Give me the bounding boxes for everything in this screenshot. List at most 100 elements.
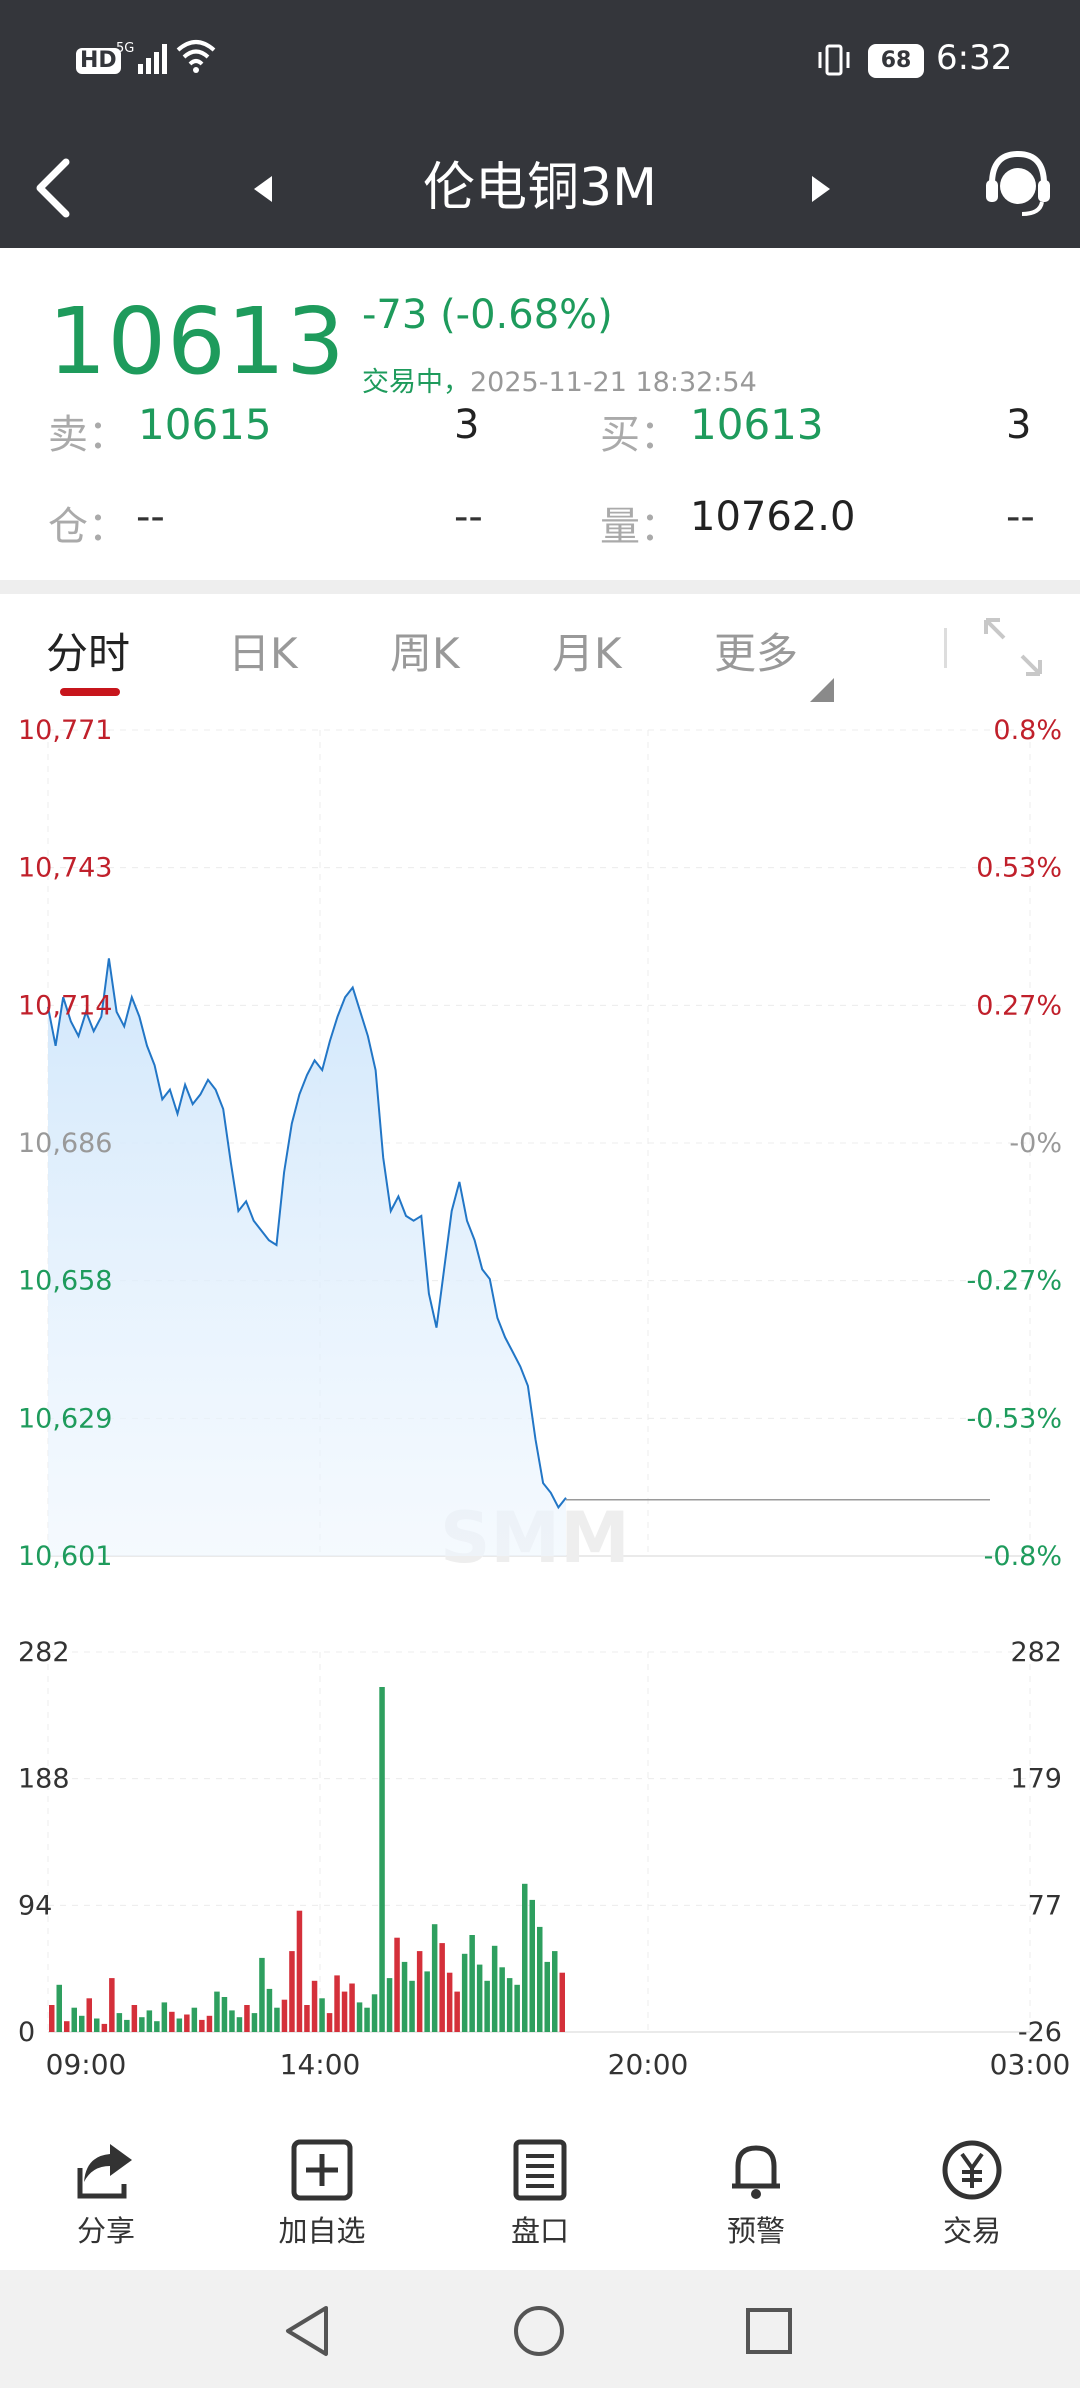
volume-bar (229, 2010, 235, 2032)
page-title: 伦电铜3M (423, 158, 657, 218)
tab-intraday[interactable]: 分时 (46, 629, 131, 678)
bell-icon (732, 2145, 780, 2199)
status-text: 交易中， (362, 367, 470, 398)
volume-bar (161, 2002, 168, 2032)
price-axis-label-left: 10,743 (18, 853, 112, 884)
volume-bar (491, 1945, 498, 2032)
volume-bar (514, 1984, 520, 2032)
volume-bar (71, 2007, 77, 2032)
price-axis-label-left: 10,771 (18, 715, 112, 746)
trading-status: 交易中，2025-11-21 18:32:54 (362, 360, 757, 399)
volume-bar (221, 1997, 228, 2032)
volume-bar (394, 1937, 400, 2032)
percent-axis-label-right: -0.27% (966, 1266, 1062, 1297)
volume-bar (281, 1999, 288, 2032)
volume-bar (409, 1980, 415, 2032)
trade-button[interactable]: 交易 (912, 2138, 1032, 2250)
volume-bar (559, 1972, 565, 2032)
time-axis-label: 14:00 (280, 2048, 361, 2081)
volume-bar (379, 1687, 385, 2032)
volume-bar (522, 1883, 528, 2032)
volume-bar (319, 1998, 325, 2032)
volume-bar (199, 2019, 205, 2032)
volume-bar (296, 1910, 303, 2032)
volume-bar (176, 2018, 183, 2032)
volume-bar (311, 1980, 318, 2032)
header-bar: 伦电铜3M (0, 128, 1080, 248)
system-home-icon[interactable] (512, 2304, 566, 2358)
volume-axis-label-right: 282 (1010, 1637, 1062, 1668)
volume-bar (191, 2007, 198, 2032)
svg-text:5G: 5G (116, 41, 134, 56)
volume-axis-label-right: 77 (1028, 1890, 1062, 1921)
volume-label: 量： (600, 504, 680, 550)
volume-bar (116, 2013, 123, 2032)
back-button[interactable] (22, 142, 82, 232)
percent-axis-label-right: 0.53% (976, 853, 1062, 884)
next-contract-button[interactable] (806, 164, 836, 214)
percent-axis-label-right: 0.8% (993, 715, 1062, 746)
volume-bar (424, 1971, 430, 2032)
active-tab-indicator (60, 688, 120, 696)
trade-label: 交易 (942, 2214, 1001, 2248)
system-recents-icon[interactable] (744, 2306, 794, 2356)
tab-monthly-k[interactable]: 月K (552, 629, 622, 678)
fullscreen-icon[interactable] (980, 614, 1046, 680)
order-book-button[interactable]: 盘口 (480, 2138, 600, 2250)
volume-change: -- (1006, 494, 1035, 540)
volume-bar (79, 2015, 85, 2032)
price-axis-label-left: 10,658 (18, 1266, 112, 1297)
price-axis-label-left: 10,686 (18, 1128, 112, 1159)
volume-bar (341, 1991, 348, 2032)
sell-price: 10615 (138, 400, 272, 449)
position-change: -- (454, 494, 483, 540)
share-icon (77, 2144, 132, 2199)
volume-bar (326, 2013, 333, 2032)
system-navigation-bar (0, 2270, 1080, 2388)
volume-bar (476, 1964, 483, 2032)
customer-service-icon[interactable] (982, 144, 1054, 224)
volume-bar (56, 1984, 62, 2032)
yen-icon (942, 2140, 1002, 2200)
clock: 6:32 (936, 38, 1013, 78)
volume-axis-label-left: 0 (18, 2017, 35, 2048)
volume-bar (266, 1988, 273, 2032)
tab-daily-k[interactable]: 日K (228, 629, 298, 678)
wifi-icon (174, 36, 218, 85)
volume-bar (274, 2007, 280, 2032)
alert-button[interactable]: 预警 (696, 2138, 816, 2250)
sell-label: 卖： (48, 412, 128, 458)
price-axis-label-left: 10,601 (18, 1541, 112, 1572)
tab-weekly-k[interactable]: 周K (390, 629, 460, 678)
time-axis-label: 03:00 (990, 2048, 1071, 2081)
volume-bar (259, 1957, 265, 2032)
volume-bar (356, 2002, 363, 2032)
time-axis-label: 20:00 (608, 2048, 689, 2081)
volume-bar (86, 1998, 92, 2032)
tab-more[interactable]: 更多 (714, 629, 799, 678)
share-button[interactable]: 分享 (46, 2138, 166, 2250)
order-book-icon (513, 2139, 567, 2201)
add-watchlist-label: 加自选 (278, 2214, 366, 2248)
chart-period-tabs: 分时 日K 周K 月K 更多 (0, 594, 1080, 704)
buy-label: 买： (600, 412, 680, 458)
intraday-chart[interactable]: SMM 10,77110,74310,71410,68610,65810,629… (0, 704, 1080, 2090)
volume-bar (154, 2021, 160, 2032)
volume-axis-label-left: 282 (18, 1637, 70, 1668)
volume-bar (334, 1975, 340, 2032)
volume-bar (131, 2005, 138, 2032)
hd-indicator: HD (76, 48, 121, 74)
battery-icon: 68 (868, 44, 924, 78)
add-watchlist-button[interactable]: 加自选 (262, 2138, 382, 2250)
volume-bar (139, 2017, 145, 2032)
percent-axis-label-right: -0.53% (966, 1403, 1062, 1434)
bottom-toolbar: 分享 加自选 盘口 预警 交易 (0, 2098, 1080, 2268)
previous-contract-button[interactable] (248, 164, 278, 214)
volume-bar (544, 1961, 550, 2032)
volume-bar (537, 1926, 543, 2032)
buy-price: 10613 (690, 400, 824, 449)
signal-icon: 5G (116, 38, 172, 85)
position-value: -- (136, 494, 165, 540)
system-back-icon[interactable] (282, 2304, 332, 2358)
volume-bar (146, 2010, 153, 2032)
